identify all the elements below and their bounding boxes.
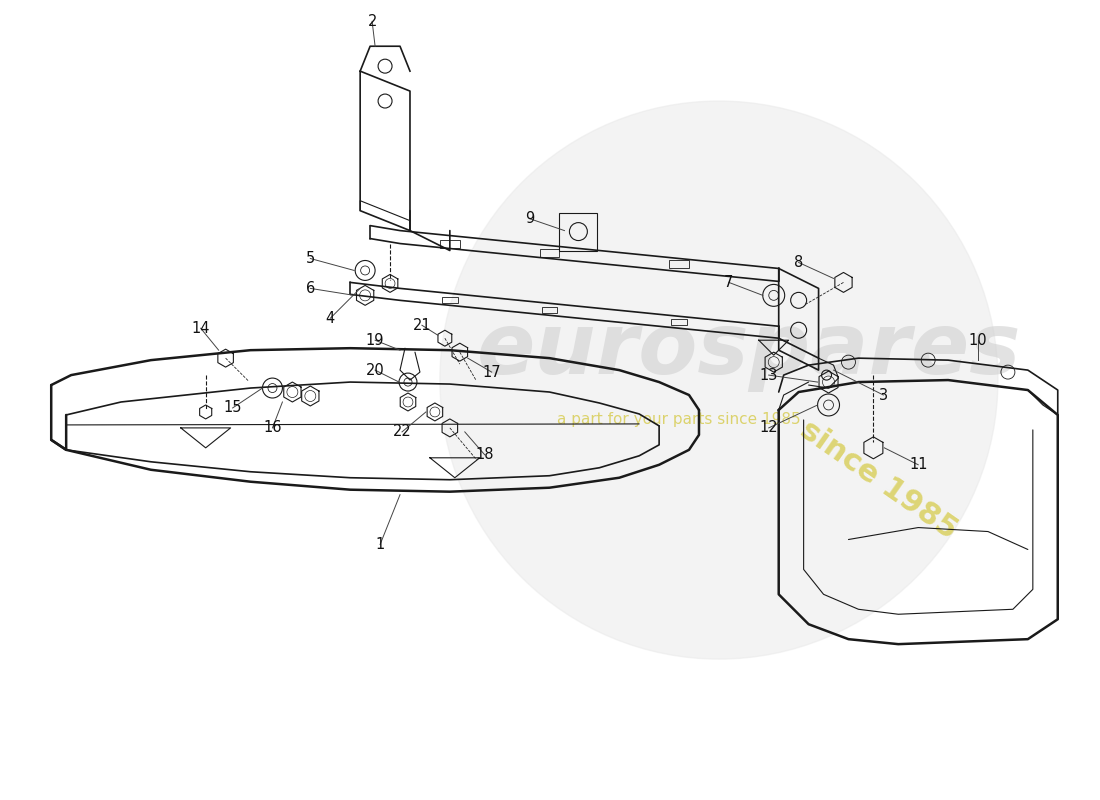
Text: 6: 6: [306, 281, 315, 296]
Text: 16: 16: [263, 421, 282, 435]
Text: 1: 1: [375, 537, 385, 552]
Text: 19: 19: [366, 333, 384, 348]
Bar: [671, 319, 688, 326]
Text: 4: 4: [326, 310, 334, 326]
Circle shape: [440, 101, 998, 659]
Text: 13: 13: [760, 367, 778, 382]
Bar: [541, 307, 558, 314]
Text: 7: 7: [724, 275, 734, 290]
Text: 11: 11: [909, 458, 927, 472]
Text: 8: 8: [794, 255, 803, 270]
Text: 21: 21: [412, 318, 431, 333]
Text: 10: 10: [969, 333, 988, 348]
Text: 5: 5: [306, 251, 315, 266]
Text: 14: 14: [191, 321, 210, 336]
Text: 17: 17: [483, 365, 500, 379]
Text: 2: 2: [367, 14, 377, 29]
Bar: [560, 213, 597, 250]
Text: 15: 15: [223, 401, 242, 415]
Text: eurospares: eurospares: [476, 309, 1021, 392]
Text: 20: 20: [365, 362, 385, 378]
Text: since 1985: since 1985: [794, 415, 962, 545]
Text: a part for your parts since 1985: a part for your parts since 1985: [558, 413, 801, 427]
Text: 12: 12: [759, 421, 778, 435]
Bar: [539, 249, 560, 257]
Text: 22: 22: [393, 424, 411, 439]
Bar: [440, 239, 460, 247]
Bar: [669, 261, 689, 269]
Text: 18: 18: [475, 447, 494, 462]
Bar: [442, 298, 458, 303]
Text: 9: 9: [525, 211, 535, 226]
Text: 3: 3: [879, 387, 888, 402]
